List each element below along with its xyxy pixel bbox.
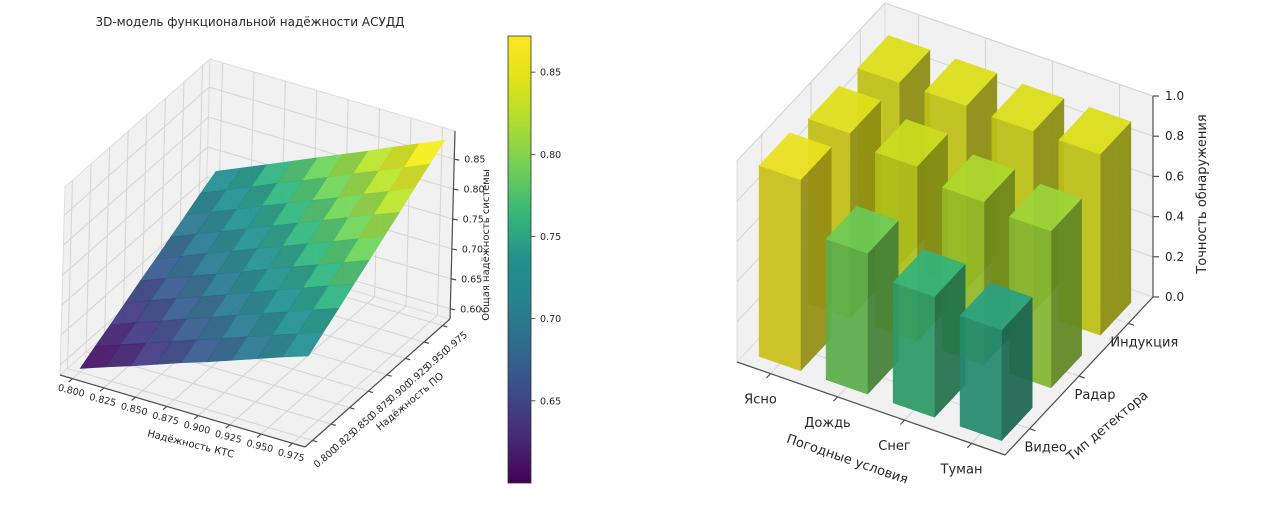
- x-tick-label: 0.850: [119, 401, 148, 418]
- bar-face: [758, 165, 801, 372]
- bar-face: [1050, 197, 1082, 389]
- bar-face: [991, 83, 1065, 132]
- weather-tick-label: Ясно: [744, 393, 777, 408]
- weather-tick-label: Туман: [940, 462, 983, 477]
- right-tick-labels: Ясно Дождь Снег Туман Видео Радар Индукция 0.0 0…: [744, 89, 1184, 477]
- right-bars: [758, 35, 1132, 442]
- detector-tick-label: Радар: [1074, 388, 1115, 403]
- left-z-axis-label: Общая надёжность системы: [481, 169, 492, 320]
- bar-face: [758, 132, 832, 181]
- surface-quad: [282, 331, 325, 358]
- bar: [758, 132, 832, 372]
- colorbar-gradient: [507, 35, 532, 484]
- z-tick-label: 0.2: [1165, 250, 1184, 264]
- left-chart-title: 3D-модель функциональной надёжности АСУД…: [95, 15, 404, 29]
- bar-face: [825, 238, 868, 395]
- bar-face: [807, 85, 882, 134]
- z-tick-label: 0.85: [464, 155, 485, 166]
- z-tick-label: 0.60: [460, 304, 481, 315]
- z-tick-label: 0.70: [462, 244, 483, 255]
- x-tick-label: 0.925: [214, 429, 243, 446]
- right-z-axis-label: Точность обнаружения: [1195, 114, 1210, 274]
- left-surface-chart: 0.8000.8250.8500.8750.9000.9250.9500.975…: [57, 15, 561, 484]
- left-chart-generated: 0.8000.8250.8500.8750.9000.9250.9500.975…: [57, 35, 561, 484]
- z-tick-label: 1.0: [1165, 89, 1184, 103]
- colorbar-tick-label: 0.70: [540, 314, 561, 325]
- x-tick-label: 0.875: [151, 410, 180, 427]
- z-tick-label: 0.6: [1165, 169, 1184, 183]
- bar: [892, 249, 966, 418]
- bar-face: [1100, 121, 1132, 336]
- bar-face: [941, 154, 1016, 203]
- bar-face: [1058, 107, 1132, 155]
- bar-face: [959, 282, 1033, 331]
- right-chart-generated: Ясно Дождь Снег Туман Видео Радар Индукция 0.0 0…: [736, 1, 1184, 477]
- bar-face: [857, 35, 931, 83]
- bar-row-Видео: [758, 132, 1033, 442]
- z-tick-label: 0.65: [461, 274, 482, 285]
- bar: [959, 282, 1033, 442]
- bar-face: [1008, 183, 1083, 232]
- detector-tick-label: Видео: [1025, 441, 1067, 456]
- z-tick-label: 0.0: [1165, 290, 1184, 304]
- z-tick-label: 0.8: [1165, 129, 1184, 143]
- weather-tick-label: Дождь: [804, 416, 850, 431]
- z-tick-label: 0.80: [463, 185, 484, 196]
- colorbar-tick-label: 0.80: [540, 150, 561, 161]
- weather-tick-label: Снег: [878, 439, 911, 454]
- right-bar3d-chart: Ясно Дождь Снег Туман Видео Радар Индукция 0.0 0…: [736, 1, 1210, 488]
- bar-face: [874, 119, 949, 167]
- x-tick-label: 0.825: [88, 392, 117, 409]
- y-tick-label: 0.975: [442, 330, 470, 356]
- detector-tick-label: Индукция: [1110, 335, 1178, 350]
- colorbar-tick-label: 0.85: [540, 68, 561, 79]
- bar: [825, 206, 899, 395]
- right-axes: [736, 95, 1159, 456]
- x-tick-label: 0.950: [245, 438, 274, 455]
- left-axes: [59, 130, 460, 448]
- colorbar-tick-label: 0.65: [540, 396, 561, 407]
- colorbar-tick-label: 0.75: [540, 232, 561, 243]
- x-tick-label: 0.975: [277, 447, 306, 464]
- bar-face: [892, 281, 935, 418]
- colorbar: 0.65 0.70 0.75 0.80 0.85: [507, 35, 561, 484]
- bar-face: [825, 206, 899, 254]
- bar-face: [924, 58, 998, 107]
- x-tick-label: 0.800: [57, 383, 86, 400]
- bar-face: [892, 249, 966, 297]
- z-tick-label: 0.4: [1165, 210, 1184, 224]
- left-surface: [79, 139, 446, 369]
- z-tick-label: 0.75: [463, 215, 484, 226]
- bar-face: [959, 315, 1002, 441]
- x-tick-label: 0.900: [182, 420, 211, 437]
